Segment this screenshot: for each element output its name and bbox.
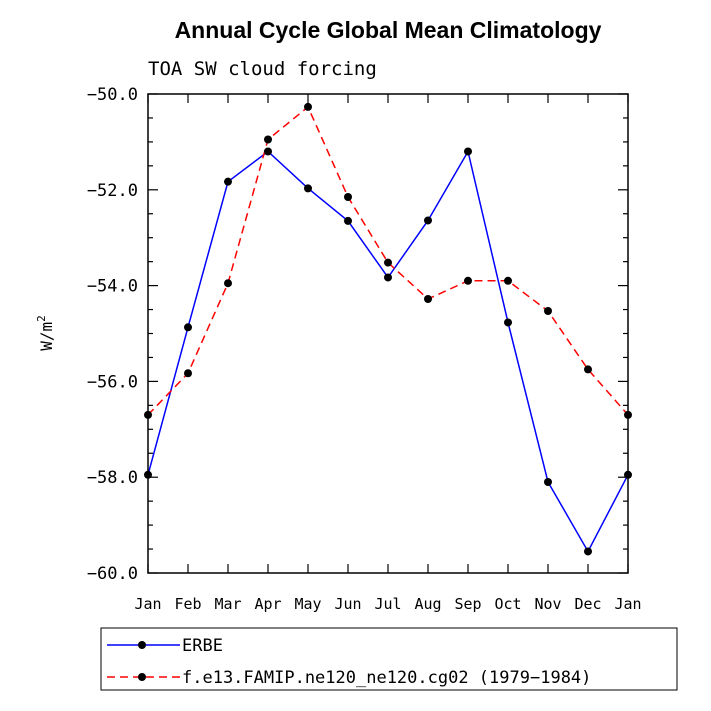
x-tick-label: Nov [534, 595, 561, 613]
series-0-point [344, 216, 352, 225]
series-0-point [504, 318, 512, 327]
series-0-point [424, 216, 432, 225]
chart-title: Annual Cycle Global Mean Climatology [175, 17, 602, 43]
legend-marker-erbe [138, 641, 146, 649]
y-tick-label: −52.0 [87, 181, 138, 201]
x-tick-label: Jun [334, 595, 361, 613]
series-1-point [304, 102, 312, 111]
x-tick-label: May [294, 595, 321, 613]
y-axis-label-text: W/m [37, 322, 56, 351]
x-tick-label: Jan [614, 595, 641, 613]
x-tick-label: Sep [454, 595, 481, 613]
x-tick-label: Oct [494, 595, 521, 613]
series-1-point [424, 295, 432, 304]
legend-label-model: f.e13.FAMIP.ne120_ne120.cg02 (1979−1984) [182, 668, 591, 688]
x-tick-label: Apr [254, 595, 281, 613]
legend-label-erbe: ERBE [182, 636, 223, 656]
series-0-point [264, 147, 272, 156]
series-0-point [544, 477, 552, 486]
y-tick-label: −56.0 [87, 372, 138, 392]
y-axis-label: W/m2 [35, 315, 56, 351]
x-tick-label: Jan [134, 595, 161, 613]
chart-subtitle: TOA SW cloud forcing [148, 58, 377, 80]
series-1-point [184, 369, 192, 378]
legend-marker-model [138, 673, 146, 681]
y-tick-label: −60.0 [87, 564, 138, 584]
series-0-point [464, 147, 472, 156]
series-1-point [504, 276, 512, 285]
y-tick-label: −58.0 [87, 468, 138, 488]
x-tick-label: Jul [374, 595, 401, 613]
series-0-point [384, 273, 392, 282]
legend-box [100, 627, 678, 691]
series-1-point [584, 365, 592, 374]
y-tick-label: −54.0 [87, 277, 138, 297]
series-1-point [544, 306, 552, 315]
series-0-point [584, 547, 592, 556]
series-1-point [384, 258, 392, 267]
series-1-point [464, 276, 472, 285]
series-1-point [264, 135, 272, 144]
x-tick-label: Dec [574, 595, 601, 613]
legend: ERBE f.e13.FAMIP.ne120_ne120.cg02 (1979−… [100, 627, 678, 691]
y-tick-label: −50.0 [87, 85, 138, 105]
svg-text:W/m2: W/m2 [35, 315, 56, 351]
series-0-point [304, 184, 312, 193]
series-1-point [224, 279, 232, 288]
series-1-point [344, 192, 352, 201]
y-axis-label-superscript: 2 [35, 315, 48, 322]
x-tick-label: Mar [214, 595, 241, 613]
x-tick-label: Feb [174, 595, 201, 613]
plot-frame [147, 93, 629, 574]
series-line-0 [147, 149, 629, 553]
series-0-point [184, 323, 192, 332]
series-0-point [224, 177, 232, 186]
x-tick-label: Aug [414, 595, 441, 613]
